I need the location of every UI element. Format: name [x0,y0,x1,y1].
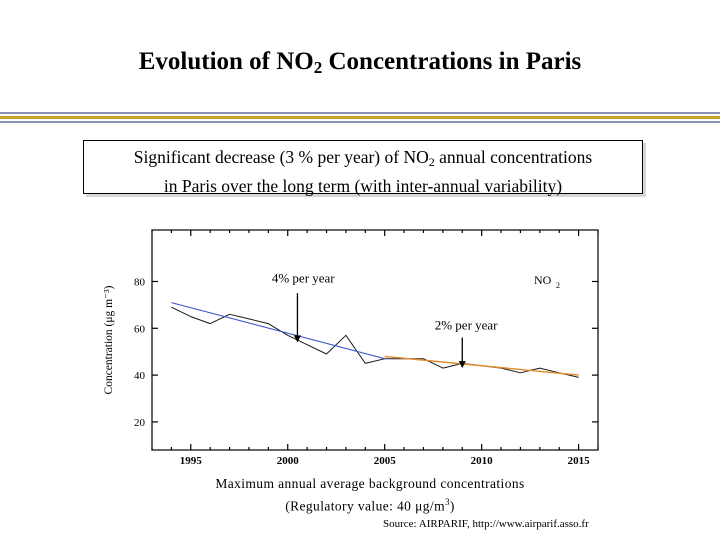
annotation-label-2pct: 2% per year [435,317,498,332]
x-tick-label: 2010 [471,455,494,467]
caption-line-1: Maximum annual average background concen… [215,476,525,491]
source-credit: Source: AIRPARIF, http://www.airparif.as… [383,518,589,530]
observed-line [171,306,579,378]
x-tick-label: 2005 [374,455,397,467]
y-tick-label: 60 [134,323,146,335]
x-tick-label: 2015 [568,455,591,467]
y-axis-title: Concentration (μg m⁻³) [103,285,115,394]
title-rule-top [0,112,720,114]
series-label-subscript: 2 [556,281,560,290]
callout-line-2: in Paris over the long term (with inter-… [163,176,563,196]
title-rule-bottom [0,121,720,123]
no2-chart: 20 40 60 80 1995 2000 2005 2010 2015 Concentratio… [96,222,616,477]
summary-callout: Significant decrease (3 % per year) of N… [83,140,643,196]
slide-title: Evolution of NO2 Concentrations in Paris [138,48,582,77]
y-tick-label: 80 [134,276,146,288]
trend-line-2005-2015 [384,355,579,376]
chart-caption: Maximum annual average background concen… [0,475,720,516]
callout-line-1: Significant decrease (3 % per year) of N… [133,147,593,169]
trend-line-1994-2005 [171,302,385,360]
x-tick-label: 1995 [180,455,203,467]
x-tick-label: 2000 [277,455,300,467]
caption-line-2: (Regulatory value: 40 μg/m3) [285,497,455,514]
no2-chart-svg: 20 40 60 80 1995 2000 2005 2010 2015 Concentratio… [103,229,599,467]
title-rule-gold [0,116,720,119]
annotation-arrowhead-4pct [293,335,301,343]
annotation-arrowhead-2pct [458,361,466,369]
y-tick-label: 20 [134,417,146,429]
plot-frame [151,229,599,451]
y-tick-label: 40 [134,370,146,382]
annotation-label-4pct: 4% per year [272,271,335,286]
series-label: NO [534,273,552,287]
